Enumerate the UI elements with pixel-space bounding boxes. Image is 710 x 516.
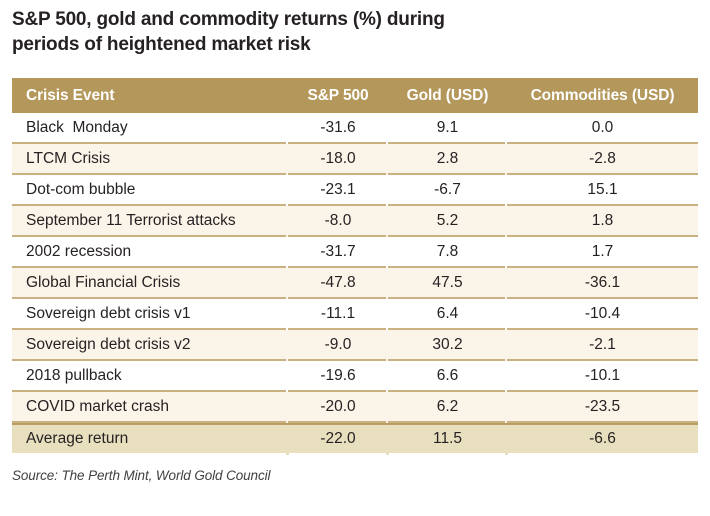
value-cell: 47.5 [388, 268, 508, 299]
value-cell: 15.1 [507, 175, 698, 206]
event-cell: 2018 pullback [12, 361, 289, 392]
value-cell: -31.6 [288, 113, 389, 144]
header-row: Crisis Event S&P 500 Gold (USD) Commodit… [12, 78, 698, 113]
value-cell: 1.7 [507, 237, 698, 268]
table-row: LTCM Crisis -18.0 2.8 -2.8 [12, 144, 698, 175]
value-cell: 0.0 [507, 113, 698, 144]
returns-table: Crisis Event S&P 500 Gold (USD) Commodit… [12, 78, 698, 455]
event-cell: Sovereign debt crisis v1 [12, 299, 289, 330]
source-note: Source: The Perth Mint, World Gold Counc… [12, 468, 271, 483]
table-row: 2018 pullback -19.6 6.6 -10.1 [12, 361, 698, 392]
table-row: September 11 Terrorist attacks -8.0 5.2 … [12, 206, 698, 237]
table-row: COVID market crash -20.0 6.2 -23.5 [12, 392, 698, 423]
event-cell: Average return [12, 423, 289, 455]
value-cell: -23.5 [507, 392, 698, 423]
value-cell: 6.2 [388, 392, 508, 423]
table-row: Dot-com bubble -23.1 -6.7 15.1 [12, 175, 698, 206]
value-cell: -6.7 [388, 175, 508, 206]
table-row: Sovereign debt crisis v1 -11.1 6.4 -10.4 [12, 299, 698, 330]
average-row: Average return -22.0 11.5 -6.6 [12, 423, 698, 455]
table-row: Global Financial Crisis -47.8 47.5 -36.1 [12, 268, 698, 299]
value-cell: -10.1 [507, 361, 698, 392]
value-cell: 5.2 [388, 206, 508, 237]
value-cell: 7.8 [388, 237, 508, 268]
value-cell: -47.8 [288, 268, 389, 299]
value-cell: 6.6 [388, 361, 508, 392]
event-cell: LTCM Crisis [12, 144, 289, 175]
column-header-commodities: Commodities (USD) [507, 78, 698, 113]
event-cell: 2002 recession [12, 237, 289, 268]
value-cell: -6.6 [507, 423, 698, 453]
column-header-crisis-event: Crisis Event [12, 78, 288, 113]
column-header-gold: Gold (USD) [388, 78, 507, 113]
value-cell: -10.4 [507, 299, 698, 330]
table-body: Black Monday -31.6 9.1 0.0 LTCM Crisis -… [12, 113, 698, 455]
value-cell: -20.0 [288, 392, 389, 423]
value-cell: -19.6 [288, 361, 389, 392]
event-cell: Global Financial Crisis [12, 268, 289, 299]
value-cell: -36.1 [507, 268, 698, 299]
value-cell: 2.8 [388, 144, 508, 175]
value-cell: -9.0 [288, 330, 389, 361]
table-header: Crisis Event S&P 500 Gold (USD) Commodit… [12, 78, 698, 113]
table-row: 2002 recession -31.7 7.8 1.7 [12, 237, 698, 268]
table-row: Black Monday -31.6 9.1 0.0 [12, 113, 698, 144]
value-cell: 9.1 [388, 113, 508, 144]
value-cell: 11.5 [388, 423, 508, 455]
event-cell: September 11 Terrorist attacks [12, 206, 289, 237]
column-header-sp500: S&P 500 [288, 78, 388, 113]
value-cell: 1.8 [507, 206, 698, 237]
table-row: Sovereign debt crisis v2 -9.0 30.2 -2.1 [12, 330, 698, 361]
value-cell: 6.4 [388, 299, 508, 330]
event-cell: Sovereign debt crisis v2 [12, 330, 289, 361]
value-cell: 30.2 [388, 330, 508, 361]
event-cell: Black Monday [12, 113, 289, 144]
value-cell: -8.0 [288, 206, 389, 237]
value-cell: -11.1 [288, 299, 389, 330]
value-cell: -31.7 [288, 237, 389, 268]
value-cell: -23.1 [288, 175, 389, 206]
figure-title: S&P 500, gold and commodity returns (%) … [12, 9, 445, 55]
value-cell: -22.0 [288, 423, 389, 455]
value-cell: -2.8 [507, 144, 698, 175]
value-cell: -18.0 [288, 144, 389, 175]
event-cell: Dot-com bubble [12, 175, 289, 206]
value-cell: -2.1 [507, 330, 698, 361]
event-cell: COVID market crash [12, 392, 289, 423]
